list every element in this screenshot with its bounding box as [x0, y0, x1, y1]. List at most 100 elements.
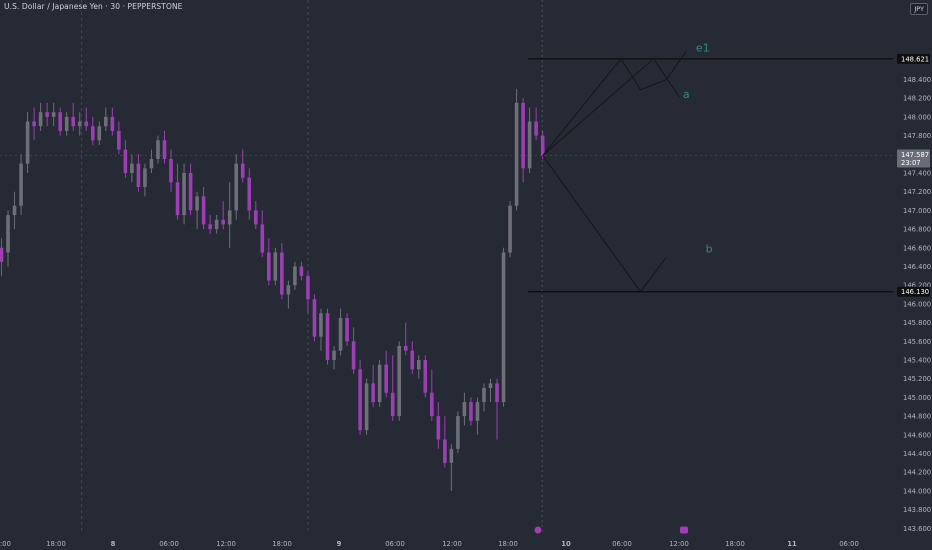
candle-body — [201, 196, 206, 225]
y-tick-label: 145.400 — [903, 357, 931, 365]
candle-body — [97, 126, 102, 141]
x-tick-label: :00 — [0, 540, 11, 548]
candle-body — [319, 313, 323, 337]
candle-body — [280, 252, 284, 295]
candle-body — [456, 416, 460, 449]
x-tick-label: 18:00 — [498, 540, 518, 548]
level-price-tag — [897, 286, 930, 297]
x-tick-label: 9 — [337, 540, 342, 548]
candle-body — [423, 360, 428, 393]
candle-body — [351, 341, 356, 370]
x-tick-label: 06:00 — [839, 540, 859, 548]
event-marker-icon[interactable] — [533, 525, 543, 535]
currency-label[interactable]: JPY — [910, 3, 928, 15]
candle-body — [104, 116, 108, 127]
candle-body — [234, 163, 239, 211]
y-tick-label: 143.800 — [903, 506, 931, 514]
x-tick-label: 18:00 — [725, 540, 745, 548]
candle-body — [123, 149, 128, 173]
candle-body — [364, 383, 369, 431]
candle-body — [312, 299, 317, 337]
y-tick-label: 148.200 — [903, 95, 931, 103]
x-tick-label: 12:00 — [669, 540, 689, 548]
chart-title: U.S. Dollar / Japanese Yen · 30 · PEPPER… — [4, 2, 183, 11]
y-tick-label: 145.800 — [903, 319, 931, 327]
candle-body — [38, 112, 43, 127]
alt-projection-path — [542, 58, 680, 156]
candle-body — [540, 135, 545, 156]
x-tick-label: 18:00 — [46, 540, 66, 548]
candle-body — [136, 163, 141, 188]
candle-body — [71, 116, 76, 127]
candle-body — [527, 121, 532, 169]
candle-body — [247, 177, 252, 211]
candle-body — [325, 313, 330, 361]
candle-body — [0, 247, 4, 262]
candle-body — [469, 402, 473, 421]
candle-body — [169, 158, 173, 183]
candle-body — [32, 121, 36, 127]
candle-body — [338, 317, 343, 351]
x-tick-label: 06:00 — [612, 540, 632, 548]
y-tick-label: 148.000 — [903, 113, 931, 121]
candle-body — [51, 112, 56, 117]
last-price-label: 147.587 — [901, 151, 929, 159]
candle-body — [77, 121, 82, 127]
candle-body — [195, 196, 199, 211]
candle-body — [286, 285, 291, 295]
lower-projection-path — [542, 155, 667, 293]
candle-body — [449, 448, 454, 463]
y-tick-label: 143.600 — [903, 525, 931, 533]
time-axis: :00 18:00 8 06:00 12:00 18:00 9 06:00 12:00 18:00… — [0, 533, 932, 550]
candle-body — [403, 345, 408, 351]
x-tick-label: 06:00 — [385, 540, 405, 548]
y-tick-label: 145.600 — [903, 338, 931, 346]
candle-body — [240, 163, 245, 178]
candle-body — [475, 402, 480, 421]
candle-body — [130, 163, 134, 173]
candle-body — [488, 383, 493, 389]
y-tick-label: 147.800 — [903, 132, 931, 140]
candle-body — [221, 219, 225, 225]
x-tick-label: 12:00 — [442, 540, 462, 548]
candle-body — [430, 392, 434, 417]
candle-body — [227, 210, 232, 225]
y-tick-label: 145.200 — [903, 375, 931, 383]
candle-body — [358, 369, 362, 431]
price-axis-bg — [893, 0, 932, 550]
candle-body — [521, 102, 525, 169]
candle-body — [84, 121, 89, 127]
candle-body — [416, 360, 421, 370]
y-tick-label: 144.200 — [903, 469, 931, 477]
time-axis-bg — [0, 533, 932, 550]
candle-body — [508, 205, 512, 253]
wave-label-e1: e1 — [696, 41, 710, 54]
level-price-label: 146.130 — [901, 288, 929, 296]
candle-body — [45, 112, 49, 117]
y-tick-label: 144.400 — [903, 450, 931, 458]
candle-body — [299, 266, 304, 276]
candle-body — [377, 364, 382, 403]
candle-body — [345, 317, 349, 342]
x-tick-label: 18:00 — [272, 540, 292, 548]
y-tick-label: 146.600 — [903, 244, 931, 252]
countdown-label: 23:07 — [901, 159, 921, 167]
x-tick-label: 06:00 — [159, 540, 179, 548]
candle-body — [19, 163, 23, 206]
y-tick-label: 144.000 — [903, 487, 931, 495]
candle-body — [462, 402, 467, 417]
y-tick-label: 144.600 — [903, 431, 931, 439]
y-tick-label: 146.800 — [903, 226, 931, 234]
y-tick-label: 148.400 — [903, 76, 931, 84]
candle-body — [110, 116, 115, 131]
candle-body — [208, 224, 212, 230]
calendar-event-icon[interactable] — [680, 526, 688, 534]
candle-body — [175, 182, 180, 216]
y-tick-label: 147.000 — [903, 207, 931, 215]
y-tick-label: 144.800 — [903, 413, 931, 421]
candle-body — [390, 392, 395, 417]
candle-body — [371, 383, 375, 403]
candle-body — [436, 416, 441, 440]
